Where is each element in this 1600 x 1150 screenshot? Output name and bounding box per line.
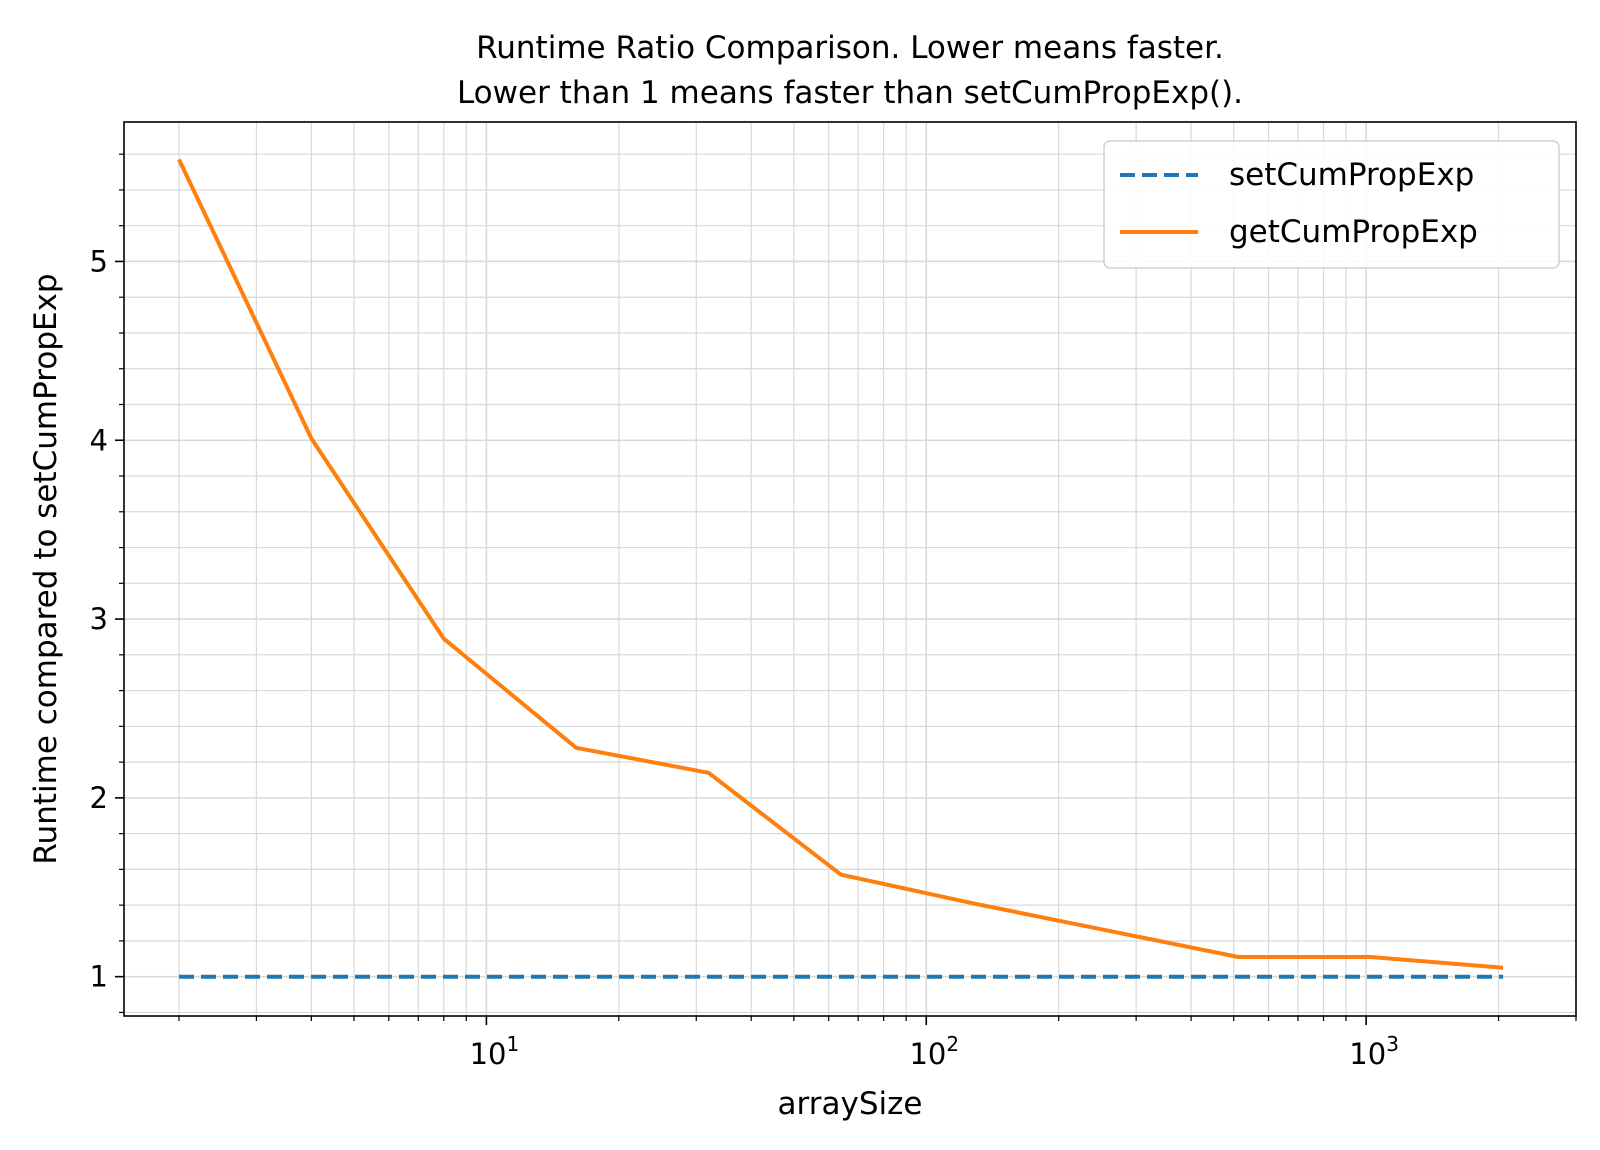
y-axis-label: Runtime compared to setCumPropExp: [28, 273, 64, 864]
plot-frame: [123, 121, 1577, 1017]
y-tick-label: 2: [90, 781, 108, 815]
x-tick-label: 101: [470, 1032, 520, 1071]
y-tick-label: 4: [90, 423, 108, 457]
chart-title-line-1: Runtime Ratio Comparison. Lower means fa…: [476, 30, 1224, 66]
legend-label-getcumpropexp: getCumPropExp: [1229, 214, 1478, 250]
x-tick-label: 102: [909, 1032, 959, 1071]
chart-title-line-2: Lower than 1 means faster than setCumPro…: [457, 75, 1243, 111]
x-tick-label: 103: [1349, 1032, 1399, 1071]
y-tick-label: 3: [90, 602, 108, 636]
x-axis-label: arraySize: [778, 1086, 923, 1122]
y-tick-label: 1: [90, 960, 108, 994]
series-lines: [177, 158, 1504, 979]
series-line-getcumpropexp: [177, 158, 1504, 970]
axis-ticks: 1 2 3 4 5 101 102 103: [90, 153, 1577, 1071]
legend-label-setcumpropexp: setCumPropExp: [1229, 157, 1474, 193]
y-tick-label: 5: [90, 244, 108, 278]
legend: setCumPropExp getCumPropExp: [1103, 140, 1560, 269]
legend-box: [1103, 140, 1560, 269]
